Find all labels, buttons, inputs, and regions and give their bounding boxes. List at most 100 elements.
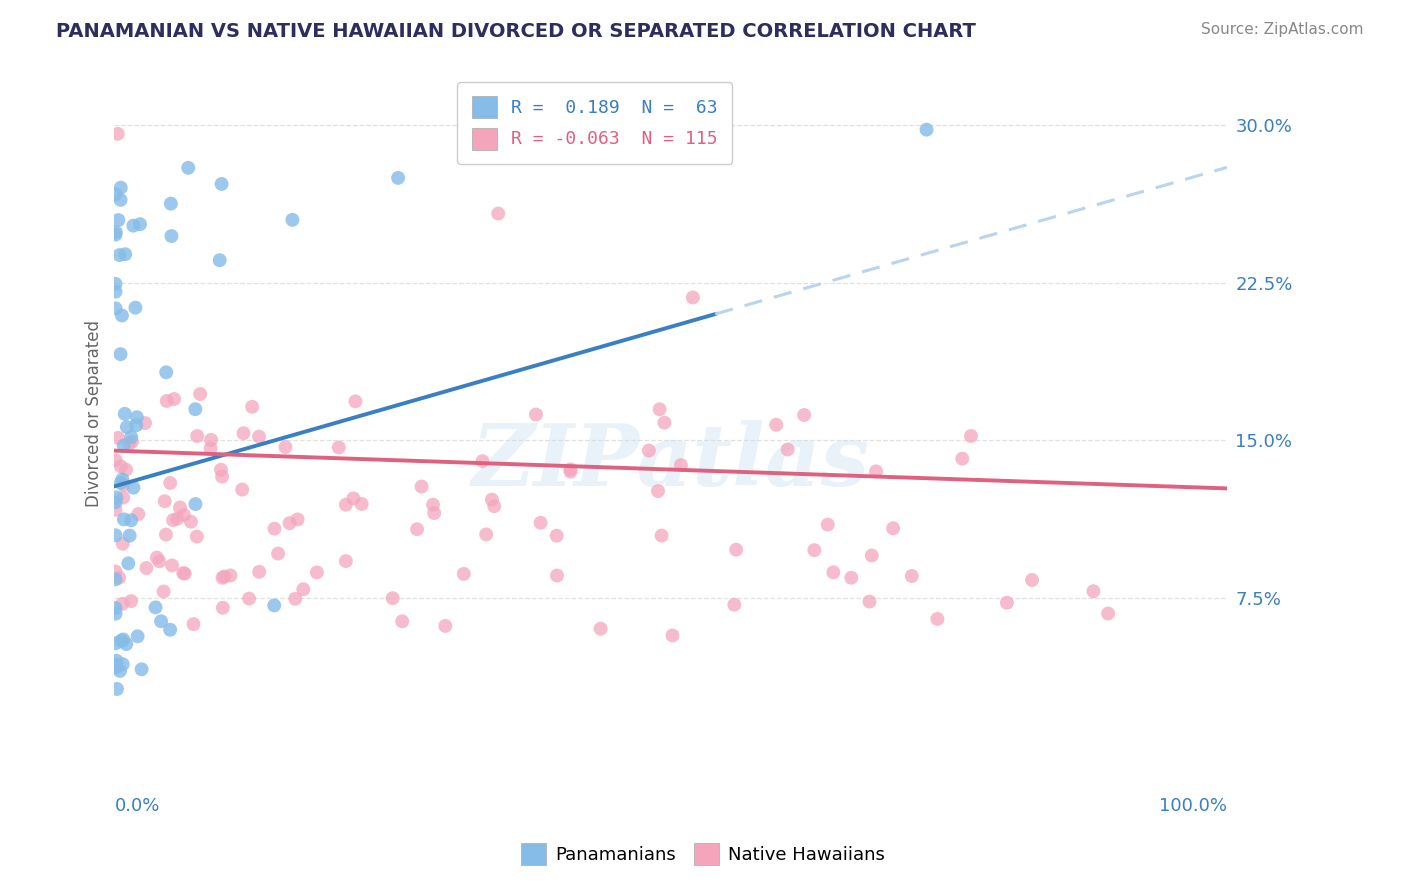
Legend: R =  0.189  N =  63, R = -0.063  N = 115: R = 0.189 N = 63, R = -0.063 N = 115 — [457, 82, 733, 164]
Point — [122, 219, 145, 233]
Point — [104, 187, 127, 202]
Point — [110, 475, 132, 490]
Point — [110, 347, 132, 361]
Point — [162, 513, 184, 527]
Point — [105, 654, 128, 668]
Point — [654, 416, 676, 430]
Point — [546, 568, 568, 582]
Point — [173, 508, 195, 522]
Point — [148, 554, 170, 568]
Point — [422, 498, 444, 512]
Point — [723, 598, 745, 612]
Point — [214, 569, 236, 583]
Point — [120, 513, 142, 527]
Point — [153, 494, 176, 508]
Point — [1021, 573, 1043, 587]
Point — [387, 170, 409, 185]
Point — [391, 615, 413, 629]
Point — [112, 632, 135, 647]
Point — [915, 122, 938, 136]
Point — [263, 522, 285, 536]
Point — [107, 213, 129, 227]
Point — [453, 566, 475, 581]
Point — [560, 462, 582, 476]
Point — [765, 417, 787, 432]
Point — [104, 277, 127, 291]
Point — [110, 193, 132, 207]
Point — [107, 127, 129, 141]
Point — [682, 291, 704, 305]
Point — [112, 439, 135, 453]
Point — [281, 212, 304, 227]
Point — [104, 636, 127, 650]
Point — [188, 387, 211, 401]
Point — [200, 442, 222, 456]
Point — [104, 502, 127, 516]
Point — [960, 429, 983, 443]
Point — [104, 528, 127, 542]
Point — [152, 584, 174, 599]
Point — [200, 433, 222, 447]
Point — [108, 571, 131, 585]
Point — [335, 554, 357, 568]
Point — [110, 459, 132, 474]
Point — [156, 394, 179, 409]
Legend: Panamanians, Native Hawaiians: Panamanians, Native Hawaiians — [513, 836, 893, 872]
Point — [865, 464, 887, 478]
Point — [240, 400, 263, 414]
Point — [247, 565, 270, 579]
Point — [125, 418, 148, 433]
Point — [381, 591, 404, 606]
Point — [648, 402, 671, 417]
Point — [858, 594, 880, 608]
Point — [817, 517, 839, 532]
Point — [104, 225, 127, 239]
Point — [350, 497, 373, 511]
Point — [108, 248, 131, 262]
Point — [335, 498, 357, 512]
Point — [117, 557, 139, 571]
Point — [481, 492, 503, 507]
Point — [135, 561, 157, 575]
Point — [150, 614, 173, 628]
Point — [342, 491, 364, 506]
Point — [104, 660, 127, 674]
Point — [560, 465, 582, 479]
Point — [111, 597, 134, 611]
Point — [278, 516, 301, 531]
Point — [104, 601, 127, 615]
Point — [211, 469, 233, 483]
Point — [647, 484, 669, 499]
Point — [860, 549, 883, 563]
Point — [112, 491, 135, 505]
Point — [146, 550, 169, 565]
Point — [163, 392, 186, 406]
Text: 0.0%: 0.0% — [114, 797, 160, 814]
Point — [183, 617, 205, 632]
Point — [107, 431, 129, 445]
Point — [180, 515, 202, 529]
Point — [120, 594, 142, 608]
Point — [546, 529, 568, 543]
Point — [120, 430, 142, 444]
Point — [638, 443, 661, 458]
Point — [115, 637, 138, 651]
Point — [104, 285, 127, 299]
Point — [344, 394, 367, 409]
Point — [287, 512, 309, 526]
Point — [484, 499, 506, 513]
Point — [112, 478, 135, 492]
Point — [129, 217, 152, 231]
Point — [111, 309, 134, 323]
Point — [104, 453, 127, 467]
Point — [125, 410, 148, 425]
Point — [247, 429, 270, 443]
Point — [486, 206, 509, 220]
Point — [651, 528, 673, 542]
Point — [110, 180, 132, 194]
Point — [127, 507, 149, 521]
Point — [105, 681, 128, 696]
Point — [776, 442, 799, 457]
Point — [104, 301, 127, 316]
Point — [155, 527, 177, 541]
